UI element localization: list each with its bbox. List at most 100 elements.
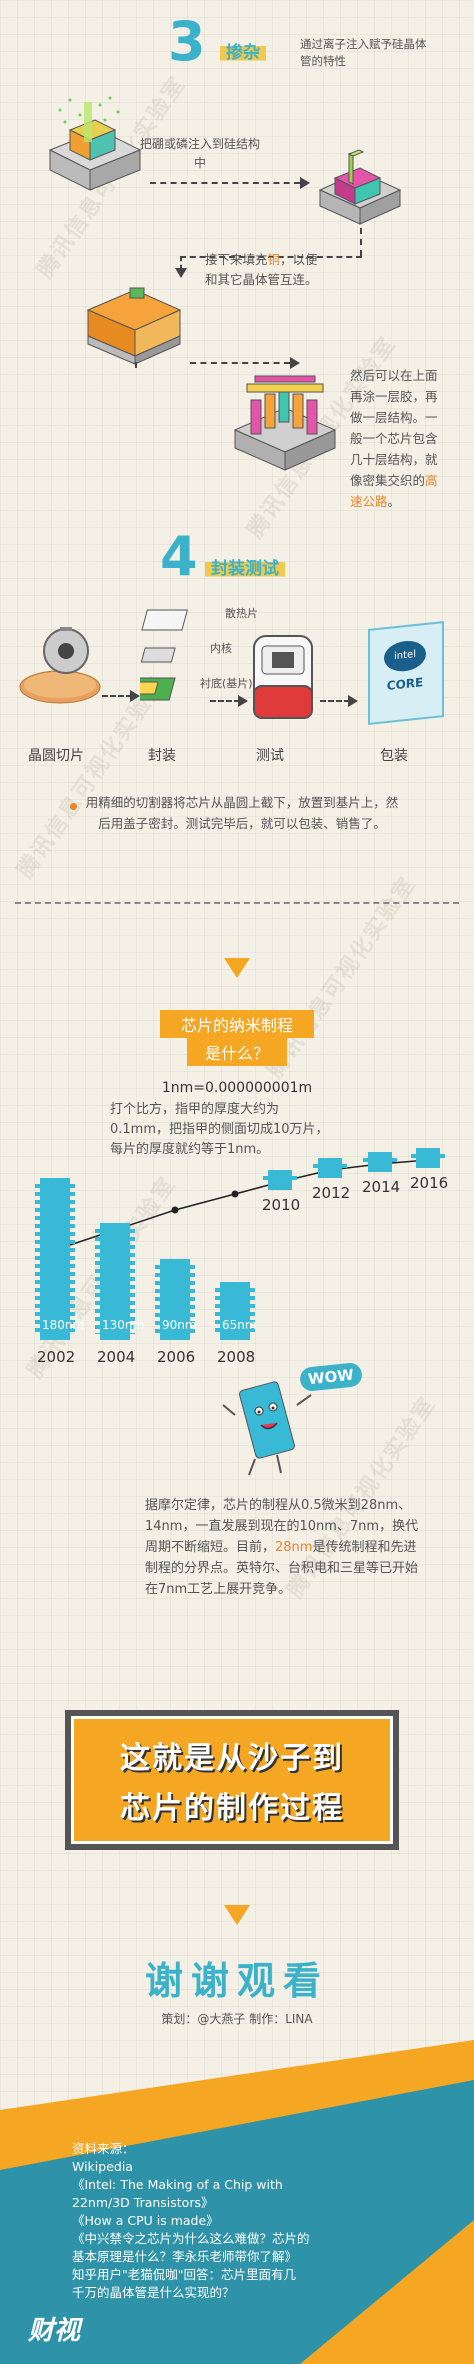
- arrowhead-icon: [130, 690, 140, 702]
- reference-item: 《How a CPU is made》: [72, 2213, 219, 2228]
- closing-banner: 这就是从沙子到 芯片的制作过程: [65, 1710, 399, 1850]
- chart-bar: [313, 1158, 347, 1178]
- flow-arrow: [180, 256, 362, 258]
- banner-inner: 这就是从沙子到 芯片的制作过程: [71, 1716, 393, 1844]
- doped-transistor-illustration: [318, 149, 402, 225]
- moore-caption-pre: 据摩尔定律，芯片的制程从0.5微米到28nm、14nm，一直发展到现在的10nm…: [145, 1498, 419, 1555]
- chart-bar: [35, 1178, 75, 1340]
- nano-intro-line: 打个比方，指甲的厚度大约为: [110, 1102, 280, 1117]
- package-illustration: [140, 609, 188, 701]
- year-label: 2014: [362, 1178, 401, 1196]
- reference-item: 知乎用户"老猫侃咖"回答：芯片里面有几: [72, 2267, 296, 2282]
- year-label: 2012: [312, 1184, 351, 1202]
- arrowhead-icon: [290, 357, 300, 369]
- step-number: 3: [168, 10, 206, 73]
- stage-label: 封装: [148, 748, 176, 764]
- nano-intro-line: 0.1mm，把指甲的侧面切成10万片，: [110, 1122, 329, 1137]
- substrate-label: 衬底(基片): [200, 677, 253, 690]
- step-title: 封装测试: [205, 552, 285, 581]
- layers-caption: 然后可以在上面再涂一层胶，再做一层结构。一般一个芯片包含几十层结构，就像密集交织…: [350, 365, 445, 512]
- reference-item: 基本原理是什么？李永乐老师带你了解》: [72, 2249, 298, 2264]
- banner-line: 芯片的制作过程: [120, 1791, 344, 1826]
- year-label: 2002: [37, 1348, 76, 1366]
- copper-fill-illustration: [86, 287, 182, 365]
- year-label: 2006: [157, 1348, 196, 1366]
- stage-label: 测试: [256, 748, 284, 764]
- reference-item: 千万的晶体管是什么实现的？: [72, 2285, 235, 2300]
- year-label: 2016: [410, 1174, 449, 1192]
- moore-caption-post: 是传统制程和先进制程的分界点。英特尔、台积电和三星等已开始在7nm工艺上展开竞争…: [145, 1540, 419, 1597]
- wafer-saw-illustration: [19, 627, 101, 704]
- arrowhead-icon: [238, 695, 248, 707]
- layers-caption-post: 。: [387, 494, 401, 509]
- bar-value-label: 65nm: [222, 1318, 257, 1332]
- step-title: 掺杂: [220, 36, 266, 65]
- arrowhead-icon: [300, 177, 310, 189]
- footer-background: [0, 2040, 474, 2364]
- nano-intro: 打个比方，指甲的厚度大约为 0.1mm，把指甲的侧面切成10万片， 每片的厚度就…: [110, 1100, 390, 1160]
- chart-bar: [411, 1148, 445, 1168]
- core-label: 内核: [210, 642, 232, 655]
- stage-label: 包装: [380, 748, 408, 764]
- highway-highlight: 高速公路: [350, 473, 438, 509]
- step-subtitle: 通过离子注入赋予硅晶体管的特性: [300, 37, 427, 68]
- trend-dot: [231, 1190, 239, 1198]
- down-triangle-icon: [224, 958, 250, 978]
- copper-caption-post: ，以便和其它晶体管互连。: [205, 252, 318, 287]
- heatsink-label: 散热片: [225, 607, 258, 620]
- reference-item: 22nm/3D Transistors》: [72, 2195, 214, 2210]
- nano-intro-line: 每片的厚度就约等于1nm。: [110, 1142, 270, 1157]
- reference-item: 《Intel: The Making of a Chip with: [72, 2177, 283, 2192]
- packaging-caption: 用精细的切割器将芯片从晶圆上截下，放置到基片上，然后用盖子密封。测试完毕后，就可…: [85, 795, 399, 831]
- down-triangle-icon: [224, 1905, 250, 1925]
- flow-arrow: [150, 182, 300, 184]
- stage-labels: 晶圆切片 封装 测试 包装: [0, 745, 474, 765]
- caishi-logo: 财视: [28, 2316, 81, 2346]
- flow-arrow: [360, 228, 362, 256]
- core-label: CORE: [386, 675, 424, 694]
- arrowhead-icon: [348, 695, 358, 707]
- section-divider: [15, 902, 459, 904]
- year-label: 2008: [217, 1348, 256, 1366]
- copper-caption-pre: 接下来填充: [205, 252, 268, 267]
- arrowhead-icon: [175, 268, 187, 278]
- layers-caption-pre: 然后可以在上面再涂一层胶，再做一层结构。一般一个芯片包含几十层结构，就像密集交织…: [350, 368, 438, 488]
- copper-caption: 接下来填充铜，以便和其它晶体管互连。: [205, 250, 325, 290]
- bullet-dot: [70, 803, 77, 810]
- chart-bar: [95, 1223, 135, 1340]
- bar-value-label: 130nm: [102, 1318, 145, 1332]
- stage-label: 晶圆切片: [28, 748, 84, 764]
- chart-bar: [155, 1259, 195, 1340]
- step-number: 4: [160, 525, 198, 588]
- reference-item: Wikipedia: [72, 2159, 133, 2174]
- moore-caption: 据摩尔定律，芯片的制程从0.5微米到28nm、14nm，一直发展到现在的10nm…: [145, 1495, 425, 1600]
- chip-mascot-illustration: [222, 1381, 312, 1476]
- chart-bar: [215, 1281, 255, 1340]
- intel-logo: intel: [384, 638, 426, 674]
- bar-value-label: 90nm: [162, 1318, 197, 1332]
- flow-arrow: [102, 695, 132, 697]
- copper-highlight: 铜: [267, 252, 281, 267]
- flow-arrow: [180, 256, 182, 270]
- moore-highlight: 28nm: [275, 1540, 313, 1555]
- flow-arrow: [135, 362, 137, 368]
- nano-title: 芯片的纳米制程 是什么？: [160, 1010, 314, 1066]
- trend-dot: [171, 1206, 179, 1214]
- flow-arrow: [320, 700, 350, 702]
- chart-bar: [263, 1170, 297, 1190]
- year-label: 2004: [97, 1348, 136, 1366]
- nano-title-line1: 芯片的纳米制程: [160, 1010, 314, 1038]
- banner-line: 这就是从沙子到: [120, 1741, 344, 1776]
- bar-value-label: 180nm: [42, 1318, 85, 1332]
- flow-arrow: [210, 700, 240, 702]
- reference-item: 《中兴禁令之芯片为什么这么难做？芯片的: [72, 2231, 310, 2246]
- intel-box-illustration: intel CORE: [368, 621, 444, 725]
- references-heading: 资料来源：: [72, 2141, 135, 2156]
- nano-formula: 1nm=0.000000001m: [161, 1080, 313, 1096]
- flow-arrow: [190, 362, 290, 364]
- tester-illustration: [253, 635, 313, 719]
- references: 资料来源： Wikipedia 《Intel: The Making of a …: [72, 2140, 402, 2302]
- thanks-title: 谢谢观看: [144, 1959, 329, 2003]
- chart-overlay: 180nm 2002 130nm 2004 90nm 2006 65nm 2008 2010 20…: [0, 1148, 474, 1400]
- doping-caption: 把硼或磷注入到硅结构中: [140, 137, 261, 170]
